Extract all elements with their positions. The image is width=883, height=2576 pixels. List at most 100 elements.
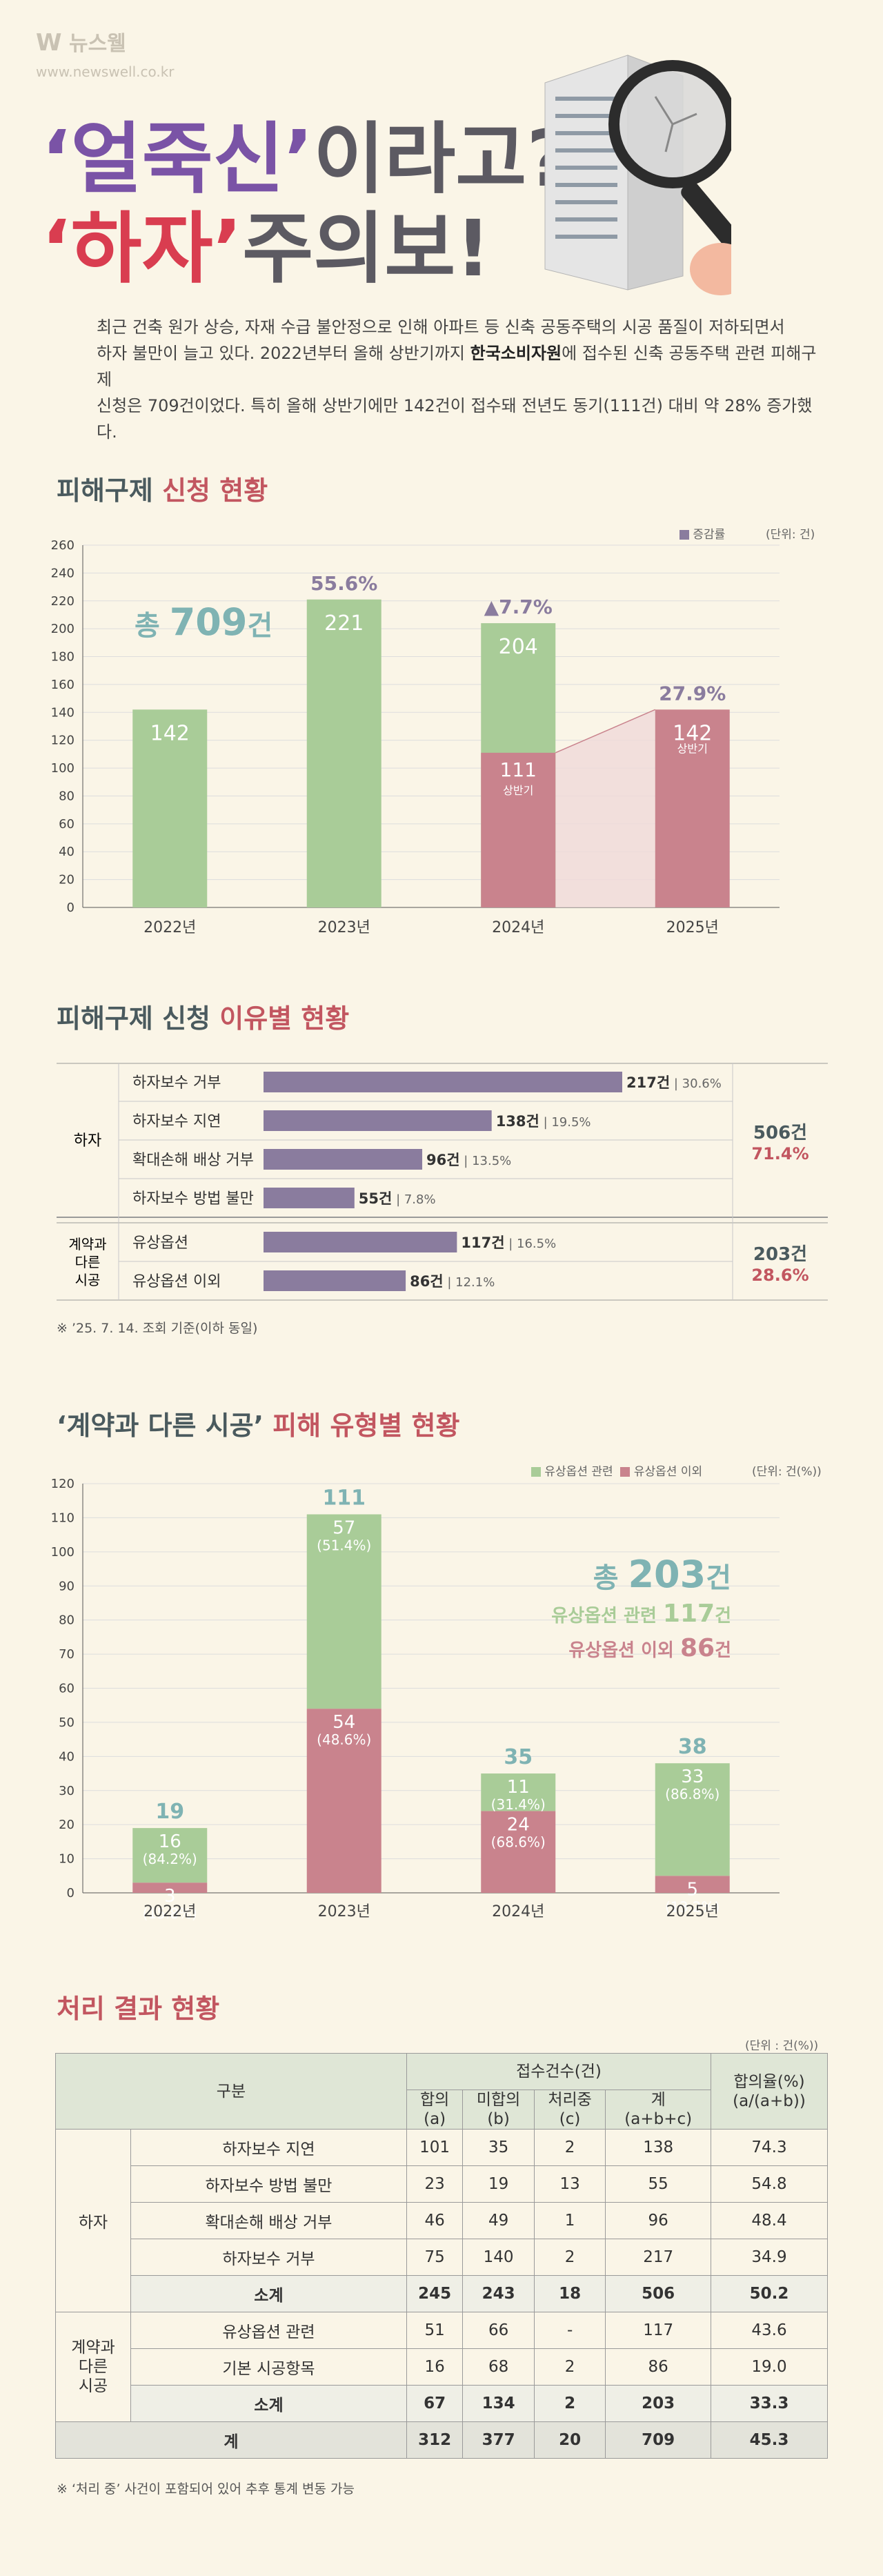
bar-related (132, 1828, 208, 1883)
cell: 117 (605, 2312, 711, 2349)
intro-text: 최근 건축 원가 상승, 자재 수급 불안정으로 인해 아파트 등 신축 공동주… (97, 317, 817, 442)
reason-value: 55건 | 7.8% (359, 1190, 436, 1207)
cell: 134 (462, 2385, 535, 2422)
cell: 소계 (130, 2275, 407, 2312)
cell: 203 (605, 2385, 711, 2422)
building-magnifier-illustration (544, 55, 731, 295)
section3-title: ‘계약과 다른 시공’ 피해 유형별 현황 (57, 1410, 460, 1441)
cell: 74.3 (711, 2129, 828, 2166)
cell: 20 (533, 2421, 606, 2459)
cell: 67 (406, 2385, 464, 2422)
x-tick-label: 2025년 (666, 1903, 719, 1920)
reason-value-number: 96건 (426, 1152, 460, 1168)
chart3-svg: 010203040506070809010011012016(84.2%)3(1… (51, 1477, 780, 1922)
x-tick-label: 2022년 (143, 1903, 196, 1920)
summary-b: 203 (628, 1553, 706, 1596)
related-value: 16 (159, 1831, 181, 1852)
group-label: 계약과 (68, 1236, 106, 1252)
x-tick-label: 2023년 (318, 1903, 370, 1920)
y-tick-label: 90 (59, 1579, 75, 1593)
reason-value-pct: | 12.1% (444, 1275, 495, 1290)
other-pct: (13.2%) (665, 1898, 720, 1915)
y-tick-label: 20 (59, 873, 75, 887)
cell: 86 (605, 2348, 711, 2386)
table-row-subtotal: 소계 245 243 18 506 50.2 (56, 2275, 828, 2312)
connector-shade (555, 709, 655, 907)
cell: 소계 (130, 2385, 407, 2422)
reason-value: 96건 | 13.5% (426, 1152, 511, 1168)
chart1-unit: (단위: 건) (766, 528, 815, 542)
cell: 확대손해 배상 거부 (130, 2202, 407, 2239)
reason-label: 하자보수 방법 불만 (132, 1190, 254, 1208)
growth-label: 55.6% (310, 572, 377, 595)
x-tick-label: 2024년 (492, 1903, 544, 1920)
y-tick-label: 70 (59, 1647, 75, 1662)
summary-c: 건 (706, 1562, 731, 1594)
reason-value: 117건 | 16.5% (461, 1235, 556, 1251)
main-title-line2: ‘하자’주의보! (41, 204, 491, 294)
y-tick-label: 100 (51, 1545, 75, 1560)
cell: 2 (533, 2348, 606, 2386)
group-defect: 하자 (55, 2129, 131, 2312)
bar-other (481, 1811, 556, 1893)
reason-value-pct: | 7.8% (392, 1192, 435, 1207)
summary-related: 유상옵션 관련 117건 (551, 1600, 731, 1628)
y-tick-label: 120 (51, 734, 75, 748)
chart3-unit: (단위: 건(%)) (752, 1465, 822, 1479)
reason-value-pct: | 13.5% (460, 1154, 512, 1168)
reason-value: 86건 | 12.1% (410, 1273, 495, 1290)
section2-title: 피해구제 신청 이유별 현황 (57, 1003, 350, 1034)
summary-other-b: 86 (680, 1634, 715, 1662)
related-value: 57 (333, 1517, 355, 1538)
th-processing: 처리중 (c) (533, 2090, 606, 2130)
cell: 243 (462, 2275, 535, 2312)
cell: 유상옵션 관련 (130, 2312, 407, 2349)
cell: 51 (406, 2312, 464, 2349)
y-tick-label: 0 (67, 1886, 75, 1900)
cell: 49 (462, 2202, 535, 2239)
bar-value-label: 142 (150, 721, 190, 745)
other-value: 54 (333, 1712, 355, 1733)
cell: 33.3 (711, 2385, 828, 2422)
half-value-label: 111 (500, 758, 537, 781)
reason-value-number: 117건 (461, 1235, 504, 1251)
cell: 312 (406, 2421, 464, 2459)
cell: 140 (462, 2239, 535, 2276)
cell: 709 (605, 2421, 711, 2459)
table-row-total: 계 312 377 20 709 45.3 (55, 2421, 828, 2459)
cell: 기본 시공항목 (130, 2348, 407, 2386)
reason-value-pct: | 19.5% (539, 1115, 591, 1130)
reason-label: 유상옵션 (132, 1235, 188, 1252)
summary-related-c: 건 (715, 1606, 731, 1626)
reason-label: 하자보수 지연 (132, 1113, 221, 1130)
y-tick-label: 60 (59, 817, 75, 832)
reason-value: 217건 | 30.6% (626, 1074, 722, 1091)
reason-value-number: 86건 (410, 1273, 444, 1290)
cell: 1 (533, 2202, 606, 2239)
summary-a: 총 (593, 1562, 628, 1594)
bar-1 (306, 599, 381, 907)
reason-bar (264, 1072, 622, 1092)
total-value: 19 (155, 1800, 184, 1824)
table-row: 하자 하자보수 지연 101 35 2 138 74.3 (55, 2129, 828, 2312)
table-row-subtotal: 소계 67 134 2 203 33.3 (56, 2385, 828, 2422)
cell: 35 (462, 2129, 535, 2166)
section4-note: ※ ‘처리 중’ 사건이 포함되어 있어 추후 통계 변동 가능 (57, 2481, 355, 2497)
bar-other (132, 1882, 208, 1893)
th-sum: 계 (a+b+c) (605, 2090, 711, 2130)
summary-other-a: 유상옵션 이외 (568, 1640, 680, 1661)
reason-label: 유상옵션 이외 (132, 1273, 221, 1290)
result-table-wrap: 구분 접수건수(건) 합의율(%) (a/(a+b)) 합의 (a) 미합의 (b) … (55, 2053, 828, 2459)
y-tick-label: 220 (51, 594, 75, 609)
y-tick-label: 160 (51, 678, 75, 692)
other-pct: (68.6%) (491, 1833, 546, 1850)
bar-other (306, 1709, 381, 1893)
y-tick-label: 100 (51, 761, 75, 776)
y-tick-label: 120 (51, 1477, 75, 1491)
y-tick-label: 30 (59, 1784, 75, 1798)
half-label: 상반기 (503, 784, 533, 797)
cell: 48.4 (711, 2202, 828, 2239)
y-tick-label: 50 (59, 1715, 75, 1730)
y-tick-label: 80 (59, 789, 75, 803)
cell: 43.6 (711, 2312, 828, 2349)
